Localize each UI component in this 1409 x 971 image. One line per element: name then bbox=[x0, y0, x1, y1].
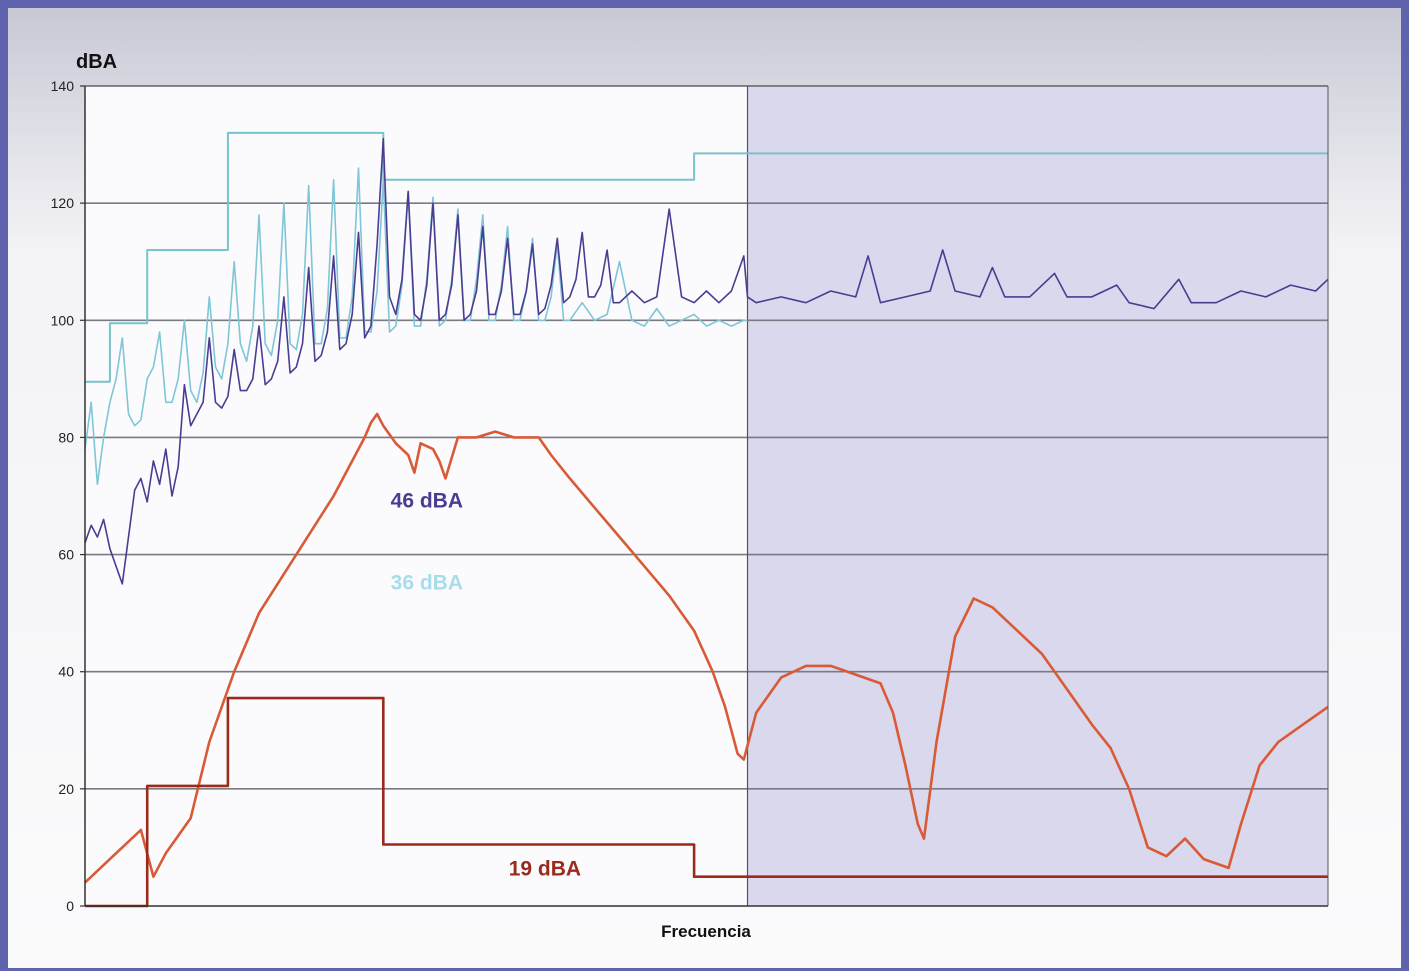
gridlines bbox=[85, 85, 1328, 790]
annotation-label-2: 36 dBA bbox=[391, 572, 463, 595]
y-tick-labels: 0 20 40 60 80 100 120 140 bbox=[51, 78, 75, 914]
series-teal-steps bbox=[85, 131, 1328, 383]
series-dark-blue bbox=[84, 137, 1329, 585]
shaded-region bbox=[747, 86, 1328, 906]
y-tick-label-60: 60 bbox=[58, 547, 74, 563]
y-tick-label-40: 40 bbox=[58, 664, 74, 680]
series-layer bbox=[84, 131, 1329, 908]
x-axis-title: Frecuencia bbox=[661, 922, 751, 941]
annotation-label-1: 46 dBA bbox=[391, 490, 463, 513]
annotation-label-3: 19 dBA bbox=[509, 858, 581, 881]
annotations: 46 dBA 36 dBA 19 dBA bbox=[391, 490, 581, 881]
y-tick-label-80: 80 bbox=[58, 429, 74, 445]
y-tick-label-0: 0 bbox=[66, 898, 74, 914]
y-tick-label-100: 100 bbox=[51, 312, 75, 328]
y-tick-label-20: 20 bbox=[58, 781, 74, 797]
y-axis-title: dBA bbox=[76, 51, 117, 73]
y-tick-label-140: 140 bbox=[51, 78, 75, 94]
series-dark-red-steps bbox=[85, 696, 1328, 908]
series-light-blue bbox=[84, 167, 748, 486]
series-red-curve bbox=[84, 412, 1329, 884]
y-tick-label-120: 120 bbox=[51, 195, 75, 211]
axes bbox=[80, 85, 1329, 907]
